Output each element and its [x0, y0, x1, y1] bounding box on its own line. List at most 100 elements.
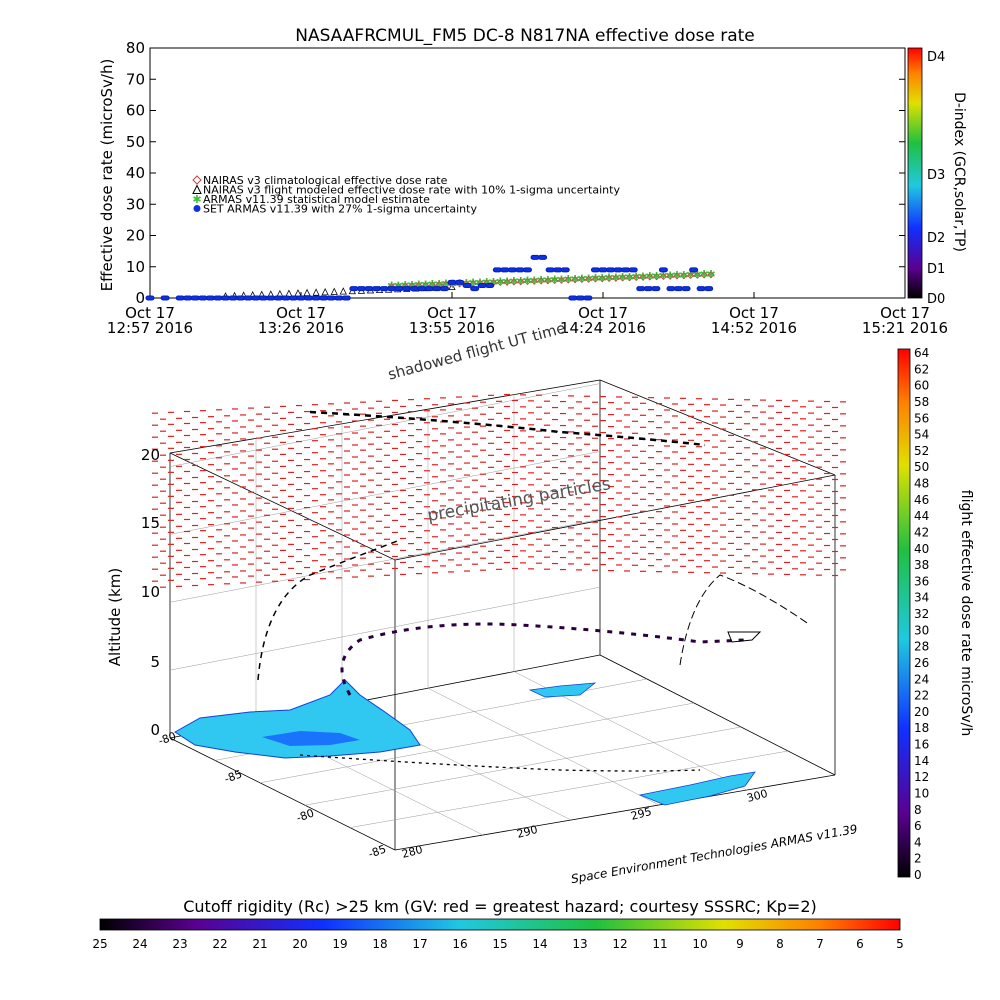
armas-statistical-point: ✱ [604, 272, 613, 285]
dose-rate-tick-label: 36 [914, 574, 929, 588]
y-axis-label: Effective dose rate (microSv/h) [98, 59, 116, 292]
set-armas-point [145, 295, 155, 301]
nairas-climatological-point [537, 277, 545, 285]
x-tick-label-time: 12:57 2016 [107, 319, 193, 337]
set-armas-point [455, 279, 465, 285]
set-armas-point [530, 254, 540, 260]
nairas-climatological-point [496, 279, 504, 286]
x-tick-label-time: 14:24 2016 [560, 319, 646, 337]
dose-rate-tick-label: 30 [914, 623, 929, 637]
altitude-tick-label: 0 [150, 721, 160, 739]
armas-statistical-point: ✱ [557, 273, 566, 286]
set-armas-point [205, 295, 215, 301]
legend-item: NAIRAS v3 climatological effective dose … [192, 174, 448, 187]
legend: NAIRAS v3 climatological effective dose … [192, 174, 620, 216]
armas-statistical-point: ✱ [543, 274, 552, 287]
nairas-flight-point [339, 287, 347, 295]
nairas-climatological-point [625, 274, 633, 282]
legend-item: SET ARMAS v11.39 with 27% 1-sigma uncert… [193, 203, 477, 216]
set-armas-point [628, 267, 638, 273]
legend-label: NAIRAS v3 climatological effective dose … [203, 174, 448, 187]
cutoff-rigidity-tick-label: 22 [212, 937, 227, 951]
armas-statistical-point: ✱ [530, 274, 539, 287]
y-tick-label: 20 [126, 227, 145, 245]
armas-statistical-point: ✱ [625, 271, 634, 284]
cutoff-rigidity-colorbar [99, 918, 901, 931]
dose-rate-tick-label: 14 [914, 754, 929, 768]
altitude-tick-label: 20 [141, 446, 160, 464]
set-armas-point [409, 286, 419, 292]
dose-rate-tick-label: 32 [914, 607, 929, 621]
armas-statistical-point: ✱ [672, 269, 681, 282]
set-armas-point [553, 267, 563, 273]
d-index-tick-label: D1 [927, 262, 945, 277]
set-armas-point [507, 267, 517, 273]
cutoff-rigidity-ticks: 25 24 23 22 21 20 19 18 17 16 15 14 13 12 11 10 9 8 7 6 5 [92, 937, 903, 951]
set-armas-point [424, 286, 434, 292]
set-armas-point [689, 267, 699, 273]
cutoff-rigidity-tick-label: 6 [856, 937, 864, 951]
set-armas-point [500, 267, 510, 273]
svg-text:✱: ✱ [192, 193, 201, 206]
cutoff-rigidity-tick-label: 14 [532, 937, 547, 951]
set-armas-point [356, 286, 366, 292]
3d-axes-box [169, 379, 836, 851]
armas-statistical-point: ✱ [679, 269, 688, 282]
set-armas-point [175, 295, 185, 301]
set-armas-point [221, 295, 230, 301]
longitude-tick-label: 295 [629, 805, 653, 823]
x-tick-label-time: 15:21 2016 [862, 319, 948, 337]
set-armas-point [198, 295, 208, 301]
x-tick-label-time: 13:55 2016 [409, 319, 495, 337]
dose-rate-tick-label: 16 [914, 738, 929, 752]
set-armas-point [470, 286, 480, 292]
set-armas-point [258, 295, 268, 301]
armas-statistical-point: ✱ [652, 270, 661, 283]
nairas-climatological-point [585, 275, 593, 283]
armas-statistical-point: ✱ [536, 274, 545, 287]
nairas-climatological-point [551, 277, 559, 284]
dose-rate-tick-label: 12 [914, 770, 929, 784]
nairas-flight-point [303, 288, 311, 297]
cutoff-rigidity-tick-label: 15 [492, 937, 507, 951]
set-armas-point [515, 267, 525, 273]
dose-rate-tick-label: 42 [914, 525, 929, 539]
set-armas-point [160, 295, 170, 301]
armas-statistical-point: ✱ [591, 272, 600, 285]
nairas-flight-point [321, 287, 329, 296]
armas-statistical-point: ✱ [509, 275, 518, 288]
set-armas-point [183, 295, 193, 301]
armas-statistical-point: ✱ [570, 273, 579, 286]
nairas-climatological-point [653, 273, 661, 281]
dose-rate-tick-label: 50 [914, 460, 929, 474]
nairas-climatological-point [578, 276, 586, 283]
set-armas-point [394, 286, 404, 292]
dose-rate-tick-label: 26 [914, 656, 929, 670]
d-index-tick-label: D2 [927, 231, 945, 246]
set-armas-point [666, 286, 676, 292]
set-armas-point [304, 295, 314, 301]
nairas-climatological-point [612, 274, 620, 282]
3d-gridlines [169, 383, 789, 836]
dose-rate-tick-label: 20 [914, 705, 929, 719]
set-armas-point [243, 295, 253, 301]
armas-statistical-point: ✱ [577, 273, 586, 286]
y-tick-label: 80 [126, 39, 145, 57]
x-tick-label-time: 14:52 2016 [711, 319, 797, 337]
cutoff-rigidity-tick-label: 9 [736, 937, 744, 951]
set-armas-point [658, 267, 668, 273]
cutoff-rigidity-tick-label: 24 [132, 937, 147, 951]
latitude-tick-label: -85 [367, 842, 388, 860]
set-armas-point [296, 295, 306, 301]
cutoff-rigidity-tick-label: 11 [652, 937, 667, 951]
set-armas-point [643, 286, 653, 292]
dose-rate-colorbar [897, 348, 911, 878]
nairas-climatological-point [639, 273, 647, 281]
set-armas-point [462, 283, 472, 288]
precipitating-particle-cloud [152, 393, 846, 588]
cutoff-rigidity-tick-label: 16 [452, 937, 467, 951]
dose-rate-tick-label: 22 [914, 689, 929, 703]
armas-statistical-point: ✱ [516, 275, 525, 288]
set-armas-point [590, 267, 600, 273]
nairas-climatological-point [557, 276, 565, 284]
